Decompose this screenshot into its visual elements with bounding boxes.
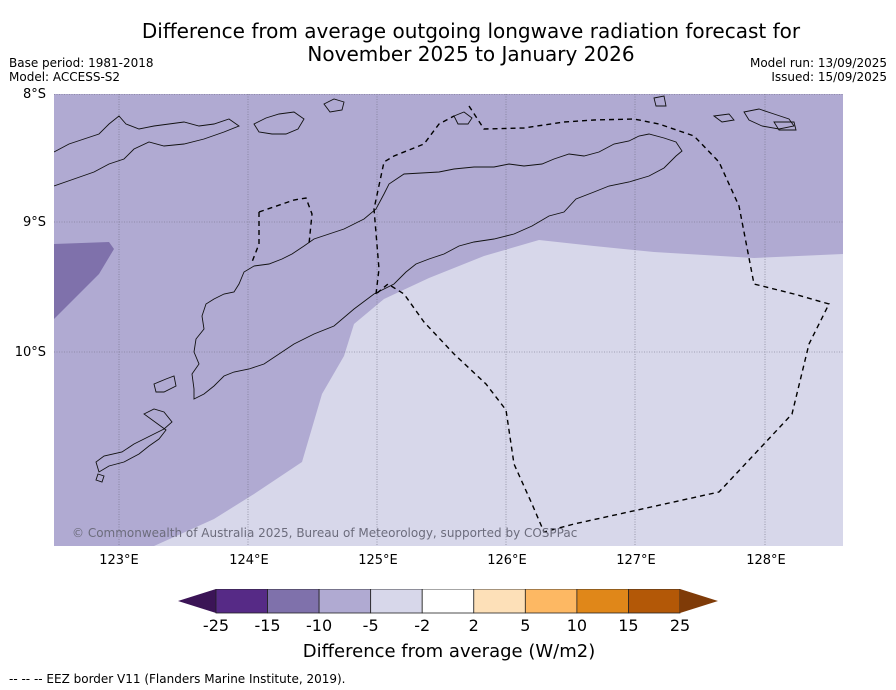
map-area[interactable]: © Commonwealth of Australia 2025, Bureau… — [54, 94, 843, 546]
colorbar-segment — [473, 589, 526, 614]
negative-region — [54, 94, 843, 546]
colorbar-extend-high — [680, 589, 718, 613]
lon-label-127e: 127°E — [616, 553, 656, 568]
colorbar-segment — [421, 589, 475, 614]
lat-label-9s: 9°S — [22, 215, 46, 230]
colorbar-title: Difference from average (W/m2) — [302, 641, 596, 662]
colorbar-segment — [215, 589, 268, 614]
model-run: Model run: 13/09/2025 — [749, 56, 887, 70]
colorbar-extend-low — [178, 589, 216, 613]
colorbar-segment — [524, 589, 578, 614]
graticule — [54, 94, 843, 546]
colorbar-segment — [370, 589, 423, 614]
colorbar-tick-label: 5 — [520, 616, 531, 635]
lat-label-10s: 10°S — [14, 345, 46, 360]
colorbar — [178, 589, 718, 614]
lon-label-128e: 128°E — [746, 553, 786, 568]
title-line-1: Difference from average outgoing longwav… — [141, 19, 801, 43]
colorbar-tick-label: -15 — [254, 616, 281, 635]
lon-label-126e: 126°E — [487, 553, 527, 568]
colorbar-tick-label: -10 — [306, 616, 333, 635]
map-svg — [54, 94, 843, 546]
eez-border — [251, 105, 831, 533]
colorbar-tick-label: 15 — [618, 616, 639, 635]
lon-label-125e: 125°E — [358, 553, 398, 568]
colorbar-segment — [628, 589, 681, 614]
lat-label-8s: 8°S — [22, 87, 46, 102]
colorbar-segment — [576, 589, 629, 614]
coastlines — [54, 95, 797, 483]
strong-negative-region — [54, 242, 114, 319]
title-line-2: November 2025 to January 2026 — [307, 42, 635, 66]
colorbar-tick-label: -5 — [362, 616, 379, 635]
map-title: Difference from average outgoing longwav… — [60, 20, 882, 66]
eez-footnote: -- -- -- EEZ border V11 (Flanders Marine… — [9, 672, 346, 686]
issued-date: Issued: 15/09/2025 — [771, 70, 887, 84]
colorbar-segment — [267, 589, 320, 614]
lon-label-123e: 123°E — [99, 553, 139, 568]
colorbar-segment — [318, 589, 372, 614]
meta-right: Model run: 13/09/2025 Issued: 15/09/2025 — [750, 56, 887, 84]
meta-left: Base period: 1981-2018 Model: ACCESS-S2 — [9, 56, 154, 84]
colorbar-segments — [215, 589, 681, 614]
model-name: Model: ACCESS-S2 — [9, 70, 121, 84]
colorbar-tick-label: -2 — [414, 616, 431, 635]
lon-label-124e: 124°E — [229, 553, 269, 568]
colorbar-tick-label: 25 — [669, 616, 691, 635]
copyright-notice: © Commonwealth of Australia 2025, Bureau… — [72, 526, 578, 540]
colorbar-tick-label: -25 — [202, 616, 230, 635]
colorbar-tick-label: 10 — [566, 616, 588, 635]
base-period: Base period: 1981-2018 — [9, 56, 154, 70]
colorbar-tick-label: 2 — [468, 616, 479, 635]
